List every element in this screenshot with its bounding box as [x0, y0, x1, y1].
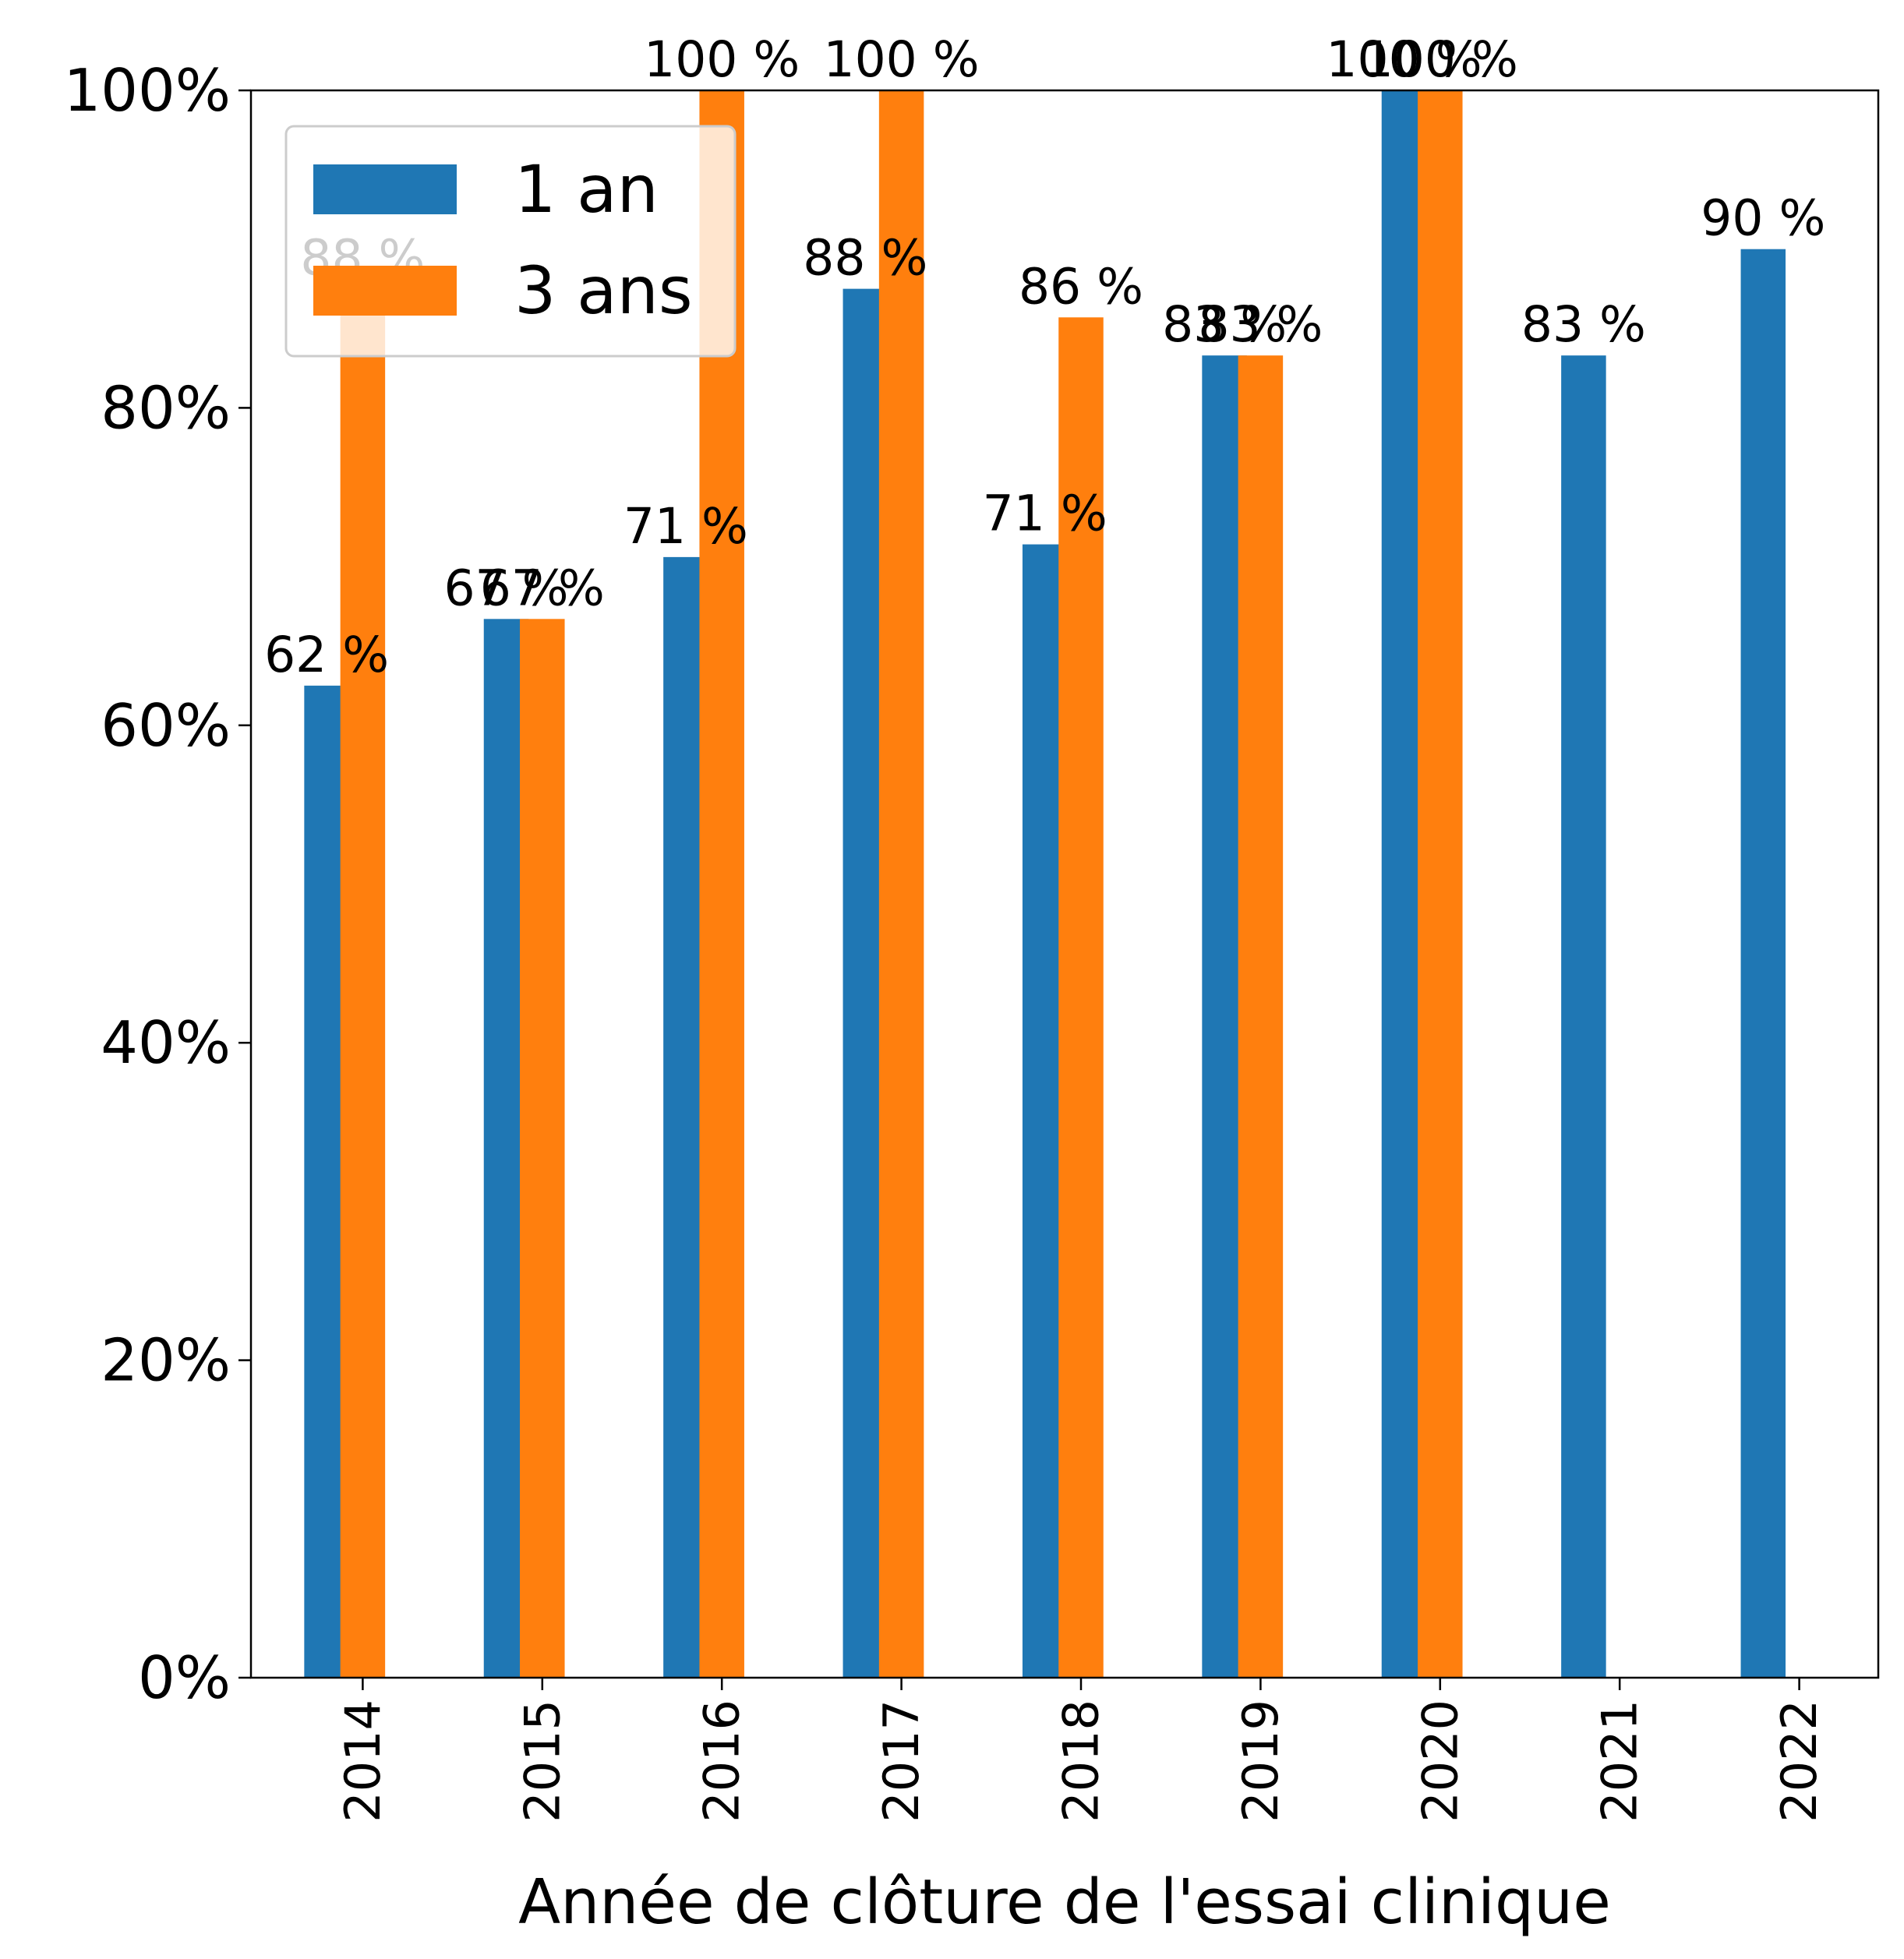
y-tick-label: 40%	[101, 1008, 231, 1077]
data-label: 67 %	[443, 559, 568, 616]
bar-3-ans-2017	[878, 90, 924, 1678]
x-tick-label: 2014	[334, 1700, 391, 1823]
x-axis: 2014 2015 2016 2017 2018 2019 2020 2021 2022	[334, 1678, 1828, 1823]
legend: 1 an 3 ans	[284, 125, 737, 358]
bars	[304, 90, 1786, 1678]
data-label: 100 %	[644, 31, 800, 88]
legend-label-1-an: 1 an	[514, 151, 659, 228]
y-tick-label: 60%	[101, 691, 231, 760]
bar-3-ans-2018	[1058, 317, 1104, 1678]
data-label: 88 %	[803, 230, 927, 287]
y-tick-label: 80%	[101, 373, 231, 442]
plot-frame	[249, 89, 1880, 1679]
data-label: 71 %	[983, 485, 1107, 542]
y-tick-label: 0%	[138, 1643, 231, 1712]
data-label: 83 %	[1162, 296, 1287, 353]
bar-1-an-2022	[1740, 249, 1786, 1678]
data-label: 100 %	[824, 31, 980, 88]
data-label: 67 %	[480, 559, 605, 616]
x-tick-label: 2019	[1232, 1700, 1289, 1823]
data-label: 62 %	[264, 627, 389, 683]
x-tick-label: 2015	[514, 1700, 570, 1823]
data-label: 100 %	[1326, 31, 1482, 88]
legend-swatch-1-an	[313, 164, 457, 214]
y-tick-label: 100%	[64, 56, 231, 125]
x-tick-label: 2020	[1411, 1700, 1468, 1823]
x-tick-label: 2018	[1053, 1700, 1110, 1823]
bar-3-ans-2020	[1418, 90, 1463, 1678]
x-axis-label: Année de clôture de l'essai clinique	[518, 1866, 1611, 1938]
bar-3-ans-2019	[1238, 355, 1284, 1678]
data-label: 71 %	[623, 498, 748, 555]
bar-1-an-2021	[1561, 355, 1606, 1678]
data-label: 90 %	[1701, 190, 1825, 247]
data-label: 83 %	[1198, 296, 1323, 353]
x-tick-label: 2016	[694, 1700, 751, 1823]
bar-3-ans-2015	[520, 619, 565, 1678]
legend-label-3-ans: 3 ans	[514, 252, 693, 329]
data-label: 86 %	[1019, 258, 1143, 315]
x-tick-label: 2022	[1771, 1700, 1828, 1823]
data-label: 100 %	[1362, 31, 1518, 88]
data-label: 83 %	[1521, 296, 1646, 353]
y-tick-label: 20%	[101, 1326, 231, 1395]
legend-swatch-3-ans	[313, 266, 457, 316]
x-tick-label: 2017	[873, 1700, 930, 1823]
bar-3-ans-2014	[340, 288, 386, 1678]
y-axis: 0% 20% 40% 60% 80% 100%	[64, 56, 251, 1712]
x-tick-label: 2021	[1591, 1700, 1648, 1823]
